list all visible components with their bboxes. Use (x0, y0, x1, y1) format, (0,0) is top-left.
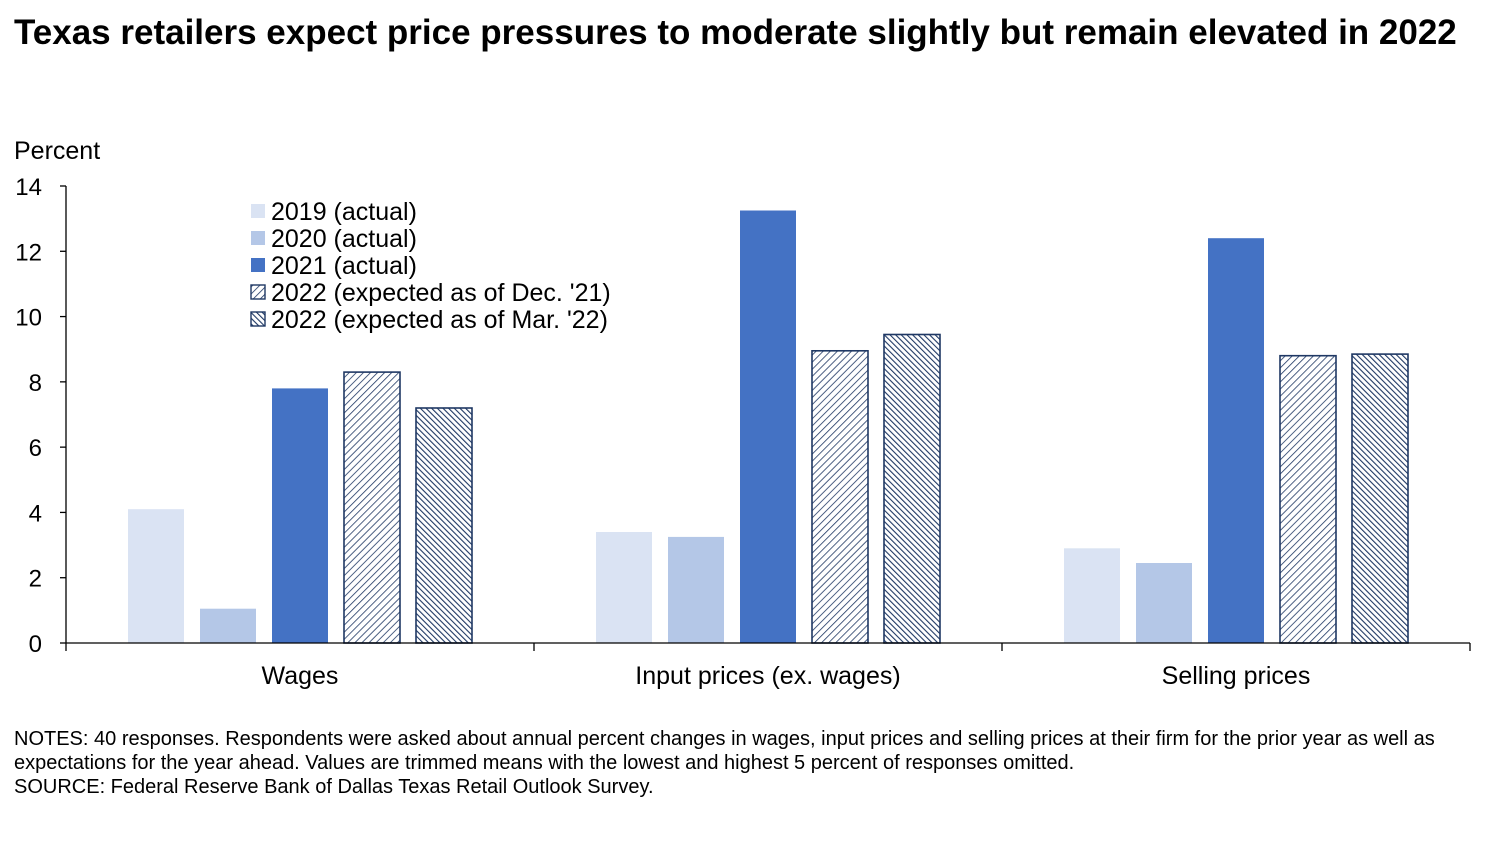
legend-label-2022-expected-as-of-dec-21: 2022 (expected as of Dec. '21) (271, 279, 611, 307)
y-tick-label: 10 (15, 305, 42, 332)
bar-selling-prices-2020-actual (1136, 563, 1192, 643)
notes-text: NOTES: 40 responses. Respondents were as… (14, 728, 1435, 774)
bar-wages-2022-expected-as-of-mar-22 (415, 407, 473, 644)
y-tick-label: 6 (29, 435, 42, 462)
axes-group: 0 2 4 6 8 10 12 14 Wages Input prices (ex. wages)… (15, 174, 1471, 690)
bar-wages-2021-actual (272, 388, 328, 643)
legend: 2019 (actual)2020 (actual)2021 (actual)2… (250, 198, 611, 334)
bar-input-prices-ex-wages-2022-expected-as-of-dec-21 (811, 349, 869, 644)
bar-input-prices-ex-wages-2019-actual (596, 532, 652, 643)
x-tick-label-wages: Wages (262, 662, 339, 690)
legend-swatch-2022-expected-as-of-dec-21 (250, 284, 266, 300)
legend-label-2022-expected-as-of-mar-22: 2022 (expected as of Mar. '22) (271, 306, 608, 334)
y-tick-label: 12 (15, 239, 42, 266)
legend-label-2019-actual: 2019 (actual) (271, 198, 417, 226)
bar-selling-prices-2019-actual (1064, 548, 1120, 643)
bar-chart: 0 2 4 6 8 10 12 14 Wages Input prices (ex. wages)… (15, 174, 1471, 690)
legend-label-2020-actual: 2020 (actual) (271, 225, 417, 253)
legend-swatch-2020-actual (251, 231, 265, 245)
source-text: SOURCE: Federal Reserve Bank of Dallas T… (14, 776, 654, 798)
y-tick-label: 0 (29, 631, 42, 658)
bar-wages-2019-actual (128, 509, 184, 643)
bar-wages-2020-actual (200, 608, 256, 643)
y-tick-label: 2 (29, 566, 42, 593)
bar-wages-2022-expected-as-of-dec-21 (343, 371, 401, 644)
y-axis-label: Percent (14, 137, 101, 165)
bar-selling-prices-2021-actual (1208, 238, 1264, 643)
legend-swatch-2021-actual (251, 258, 265, 272)
bar-selling-prices-2022-expected-as-of-mar-22 (1351, 353, 1409, 644)
y-tick-label: 14 (15, 174, 42, 201)
y-tick-label: 8 (29, 370, 42, 397)
bars-group (128, 210, 1409, 644)
legend-swatch-2019-actual (251, 204, 265, 218)
legend-swatch-2022-expected-as-of-mar-22 (250, 311, 266, 327)
x-tick-label-input-prices-ex-wages: Input prices (ex. wages) (635, 662, 900, 690)
y-tick-label: 4 (29, 500, 42, 527)
x-tick-label-selling-prices: Selling prices (1162, 662, 1311, 690)
bar-input-prices-ex-wages-2022-expected-as-of-mar-22 (883, 333, 941, 644)
bar-input-prices-ex-wages-2021-actual (740, 210, 796, 643)
notes-block: NOTES: 40 responses. Respondents were as… (14, 727, 1474, 799)
chart-title: Texas retailers expect price pressures t… (14, 13, 1457, 52)
bar-selling-prices-2022-expected-as-of-dec-21 (1279, 354, 1337, 644)
bar-input-prices-ex-wages-2020-actual (668, 536, 724, 643)
legend-label-2021-actual: 2021 (actual) (271, 252, 417, 280)
